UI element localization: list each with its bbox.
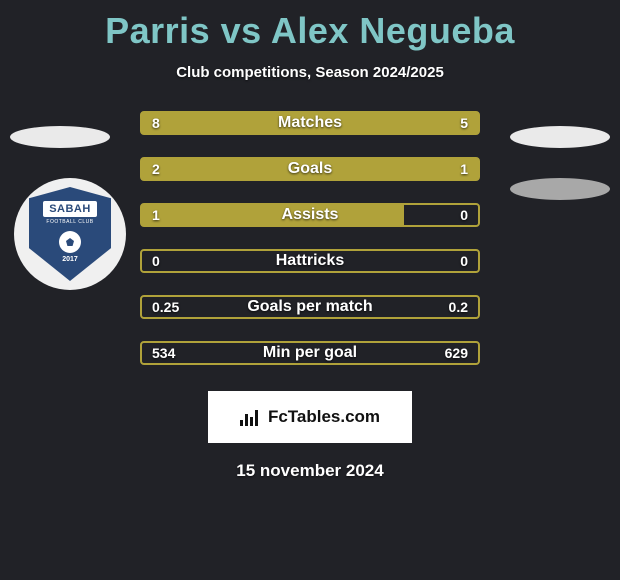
player-badge-right-placeholder	[510, 126, 610, 148]
badge-name: SABAH	[43, 201, 97, 217]
stat-label: Hattricks	[276, 252, 344, 270]
bar-left	[142, 159, 367, 179]
stat-row: 0.25 Goals per match 0.2	[140, 295, 480, 319]
stat-value-left: 534	[152, 345, 175, 361]
subtitle: Club competitions, Season 2024/2025	[0, 64, 620, 81]
club-badge-right-placeholder	[510, 178, 610, 200]
stat-label: Min per goal	[263, 344, 357, 362]
stat-value-left: 0	[152, 253, 160, 269]
chart-icon	[240, 408, 262, 426]
brand-text: FcTables.com	[268, 407, 380, 427]
stat-row: 8 Matches 5	[140, 111, 480, 135]
stat-label: Matches	[278, 114, 342, 132]
page-title: Parris vs Alex Negueba	[0, 0, 620, 52]
stat-value-right: 1	[460, 161, 468, 177]
brand-logo: FcTables.com	[208, 391, 412, 443]
stat-label: Goals per match	[247, 298, 372, 316]
bar-left	[142, 205, 404, 225]
stat-value-left: 1	[152, 207, 160, 223]
club-badge-left: SABAH FOOTBALL CLUB 2017	[14, 178, 126, 290]
stat-row: 534 Min per goal 629	[140, 341, 480, 365]
stat-row: 0 Hattricks 0	[140, 249, 480, 273]
stat-value-right: 0	[460, 207, 468, 223]
stat-label: Assists	[282, 206, 339, 224]
date-text: 15 november 2024	[0, 461, 620, 481]
stat-row: 1 Assists 0	[140, 203, 480, 227]
player-badge-left-placeholder	[10, 126, 110, 148]
stat-value-right: 0	[460, 253, 468, 269]
stat-value-right: 0.2	[449, 299, 468, 315]
stat-value-left: 2	[152, 161, 160, 177]
stat-row: 2 Goals 1	[140, 157, 480, 181]
stat-value-left: 8	[152, 115, 160, 131]
stat-value-left: 0.25	[152, 299, 179, 315]
badge-subtitle: FOOTBALL CLUB	[46, 219, 93, 225]
stat-value-right: 5	[460, 115, 468, 131]
badge-year: 2017	[62, 256, 78, 263]
stat-value-right: 629	[445, 345, 468, 361]
stat-label: Goals	[288, 160, 332, 178]
badge-ball-icon	[59, 231, 81, 253]
bar-right	[350, 113, 478, 133]
